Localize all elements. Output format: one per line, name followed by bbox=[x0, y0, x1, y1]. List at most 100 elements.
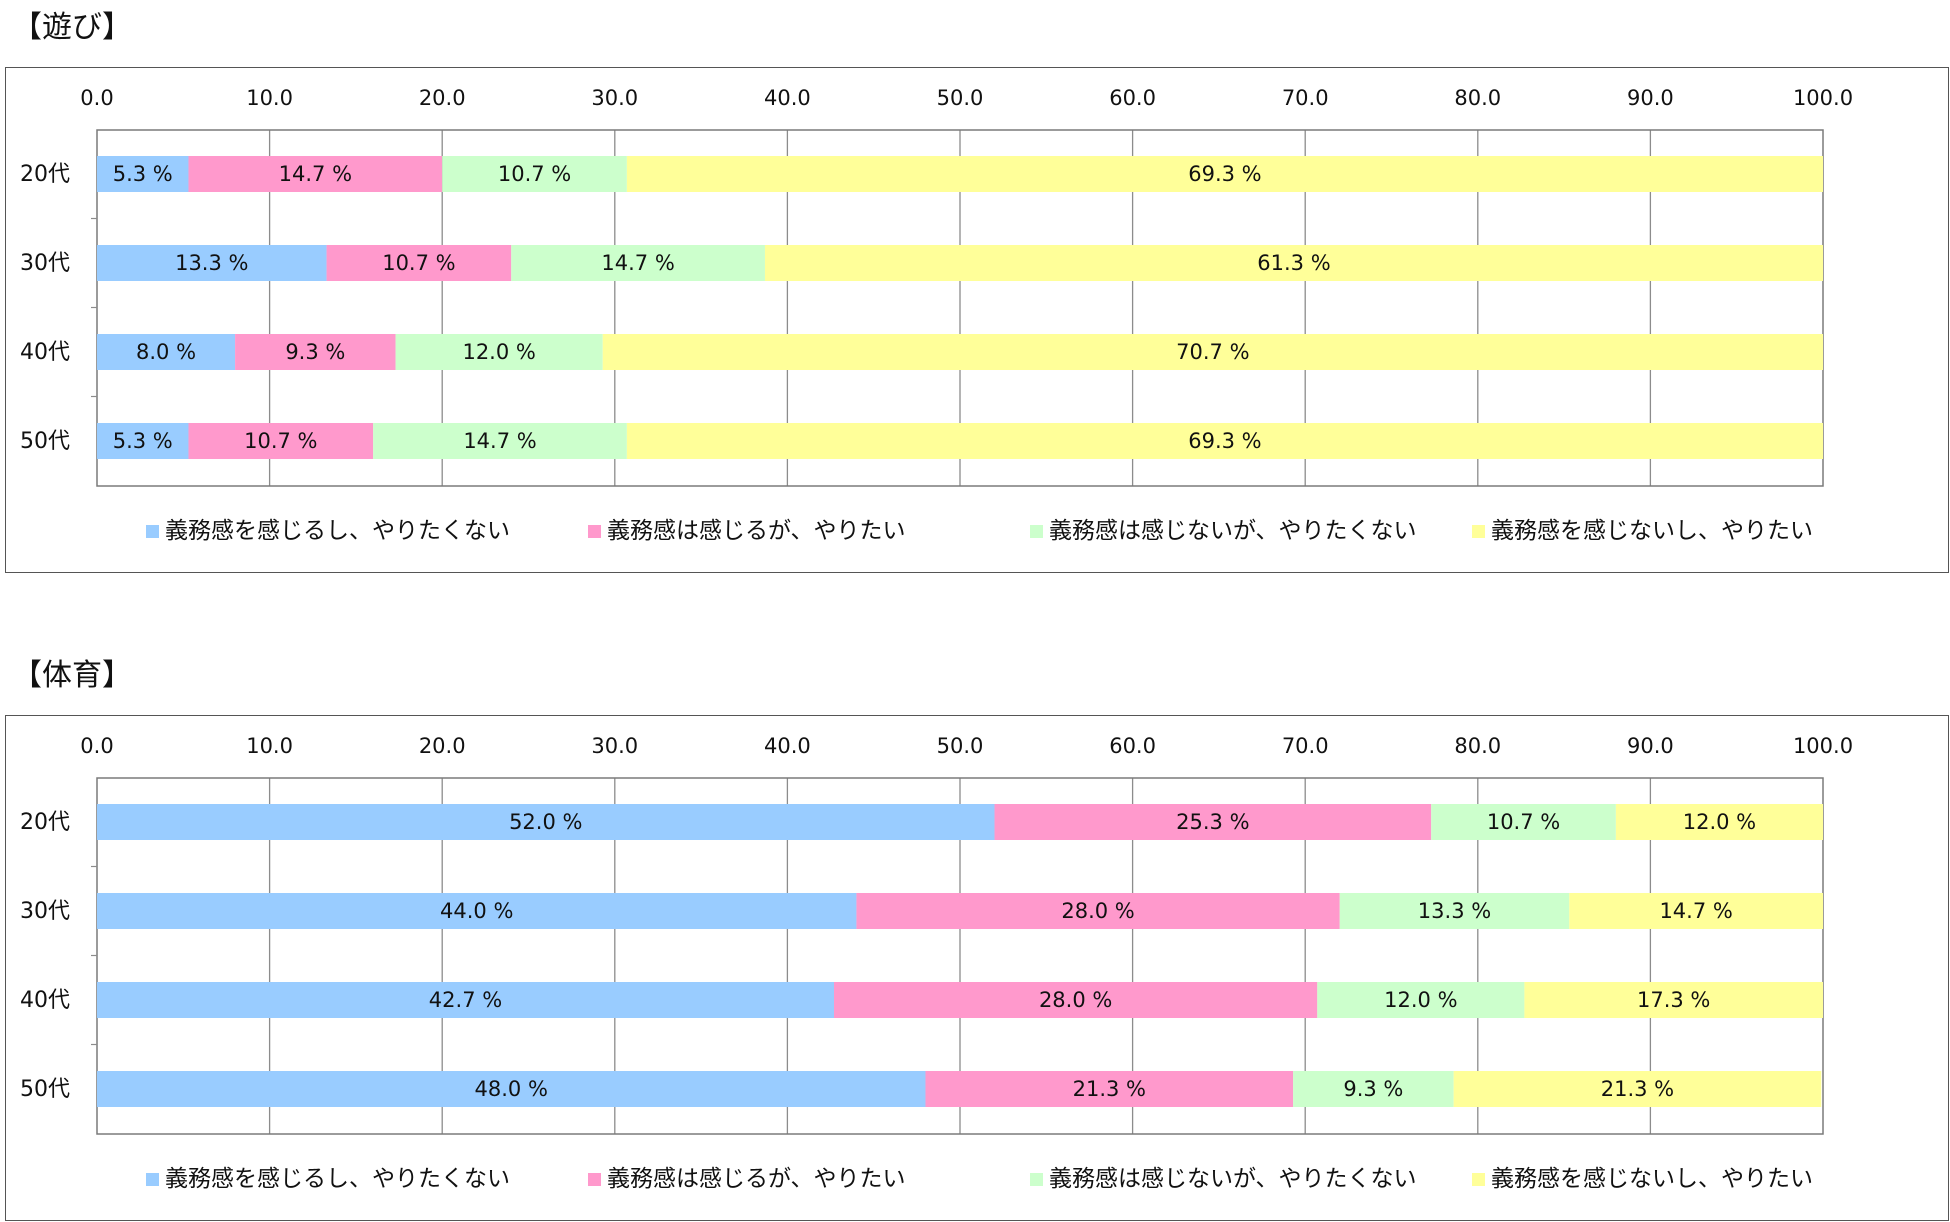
x-tick-label: 40.0 bbox=[764, 86, 811, 110]
category-label: 40代 bbox=[20, 340, 70, 365]
legend-label: 義務感を感じるし、やりたくない bbox=[165, 1166, 510, 1192]
x-tick-label: 60.0 bbox=[1109, 86, 1156, 110]
bar-segment bbox=[97, 156, 189, 192]
data-label: 12.0 % bbox=[1384, 988, 1457, 1012]
x-tick-label: 80.0 bbox=[1454, 86, 1501, 110]
x-tick-label: 40.0 bbox=[764, 734, 811, 758]
data-label: 17.3 % bbox=[1637, 988, 1710, 1012]
data-label: 10.7 % bbox=[244, 429, 317, 453]
data-label: 10.7 % bbox=[1487, 810, 1560, 834]
x-tick-label: 30.0 bbox=[591, 734, 638, 758]
x-tick-label: 80.0 bbox=[1454, 734, 1501, 758]
data-label: 69.3 % bbox=[1188, 429, 1261, 453]
chart-frame-taiiku: 0.0 10.0 20.0 30.0 40.0 50.0 60.0 70.0 80.0 90.0 1… bbox=[5, 715, 1949, 1221]
data-label: 42.7 % bbox=[429, 988, 502, 1012]
legend-label: 義務感は感じないが、やりたくない bbox=[1049, 1166, 1417, 1192]
category-label: 30代 bbox=[20, 251, 70, 276]
bar-segment bbox=[97, 982, 835, 1018]
x-tick-label: 10.0 bbox=[246, 734, 293, 758]
bar-segment bbox=[326, 245, 512, 281]
x-tick-label: 90.0 bbox=[1627, 86, 1674, 110]
bar-segment bbox=[602, 334, 1823, 370]
data-label: 14.7 % bbox=[463, 429, 536, 453]
bar-segment bbox=[925, 1071, 1294, 1107]
x-tick-label: 0.0 bbox=[80, 86, 113, 110]
bar-segment bbox=[97, 893, 857, 929]
legend-label: 義務感を感じるし、やりたくない bbox=[165, 518, 510, 544]
bar-segment bbox=[97, 245, 327, 281]
legend-swatch bbox=[1472, 525, 1485, 538]
bar-segment bbox=[626, 423, 1823, 459]
bar-segment bbox=[188, 423, 374, 459]
x-tick-label: 0.0 bbox=[80, 734, 113, 758]
data-label: 12.0 % bbox=[1683, 810, 1756, 834]
bar-segment bbox=[97, 1071, 926, 1107]
data-label: 5.3 % bbox=[113, 429, 173, 453]
data-label: 21.3 % bbox=[1073, 1077, 1146, 1101]
data-label: 5.3 % bbox=[113, 162, 173, 186]
legend-swatch bbox=[146, 1173, 159, 1186]
bar-segment bbox=[994, 804, 1432, 840]
bar-segment bbox=[395, 334, 603, 370]
data-label: 28.0 % bbox=[1039, 988, 1112, 1012]
bar-segment bbox=[626, 156, 1823, 192]
legend-swatch bbox=[588, 1173, 601, 1186]
bar-segment bbox=[1339, 893, 1570, 929]
legend-swatch bbox=[146, 525, 159, 538]
legend-label: 義務感は感じないが、やりたくない bbox=[1049, 518, 1417, 544]
bar-segment bbox=[373, 423, 627, 459]
data-label: 14.7 % bbox=[1659, 899, 1732, 923]
bar-segment bbox=[764, 245, 1824, 281]
bar-segment bbox=[97, 334, 236, 370]
data-label: 70.7 % bbox=[1176, 340, 1249, 364]
legend-swatch bbox=[1030, 525, 1043, 538]
x-tick-label: 70.0 bbox=[1282, 734, 1329, 758]
data-label: 25.3 % bbox=[1176, 810, 1249, 834]
stacked-bar-chart-asobi: 0.0 10.0 20.0 30.0 40.0 50.0 60.0 70.0 80.0 90.0 1… bbox=[20, 86, 1853, 544]
x-tick-label: 10.0 bbox=[246, 86, 293, 110]
data-label: 52.0 % bbox=[509, 810, 582, 834]
x-tick-label: 60.0 bbox=[1109, 734, 1156, 758]
x-tick-label: 30.0 bbox=[591, 86, 638, 110]
data-label: 14.7 % bbox=[279, 162, 352, 186]
chart-title-asobi: 【遊び】 bbox=[12, 10, 132, 45]
legend-swatch bbox=[1030, 1173, 1043, 1186]
bar-segment bbox=[1453, 1071, 1822, 1107]
bar-segment bbox=[1615, 804, 1823, 840]
bar-segment bbox=[1293, 1071, 1454, 1107]
bar-segment bbox=[834, 982, 1318, 1018]
x-tick-label: 90.0 bbox=[1627, 734, 1674, 758]
data-label: 13.3 % bbox=[175, 251, 248, 275]
bar-segment bbox=[1524, 982, 1823, 1018]
stacked-bar-chart-taiiku: 0.0 10.0 20.0 30.0 40.0 50.0 60.0 70.0 80.0 90.0 1… bbox=[20, 734, 1853, 1192]
data-label: 28.0 % bbox=[1061, 899, 1134, 923]
bar-segment bbox=[1317, 982, 1525, 1018]
data-label: 9.3 % bbox=[285, 340, 345, 364]
bar-segment bbox=[188, 156, 443, 192]
category-label: 50代 bbox=[20, 429, 70, 454]
bar-segment bbox=[97, 423, 189, 459]
category-label: 40代 bbox=[20, 988, 70, 1013]
data-label: 69.3 % bbox=[1188, 162, 1261, 186]
x-tick-label: 50.0 bbox=[937, 86, 984, 110]
data-label: 8.0 % bbox=[136, 340, 196, 364]
x-tick-label: 20.0 bbox=[419, 86, 466, 110]
bar-segment bbox=[856, 893, 1340, 929]
data-label: 21.3 % bbox=[1601, 1077, 1674, 1101]
chart-title-taiiku: 【体育】 bbox=[12, 658, 132, 693]
x-tick-label: 100.0 bbox=[1793, 734, 1853, 758]
legend-swatch bbox=[1472, 1173, 1485, 1186]
data-label: 9.3 % bbox=[1343, 1077, 1403, 1101]
category-label: 20代 bbox=[20, 162, 70, 187]
data-label: 10.7 % bbox=[498, 162, 571, 186]
category-label: 30代 bbox=[20, 899, 70, 924]
bar-segment bbox=[235, 334, 396, 370]
data-label: 48.0 % bbox=[475, 1077, 548, 1101]
legend-swatch bbox=[588, 525, 601, 538]
data-label: 44.0 % bbox=[440, 899, 513, 923]
legend-label: 義務感は感じるが、やりたい bbox=[607, 518, 906, 544]
category-label: 20代 bbox=[20, 810, 70, 835]
data-label: 61.3 % bbox=[1257, 251, 1330, 275]
x-tick-label: 50.0 bbox=[937, 734, 984, 758]
x-tick-label: 70.0 bbox=[1282, 86, 1329, 110]
